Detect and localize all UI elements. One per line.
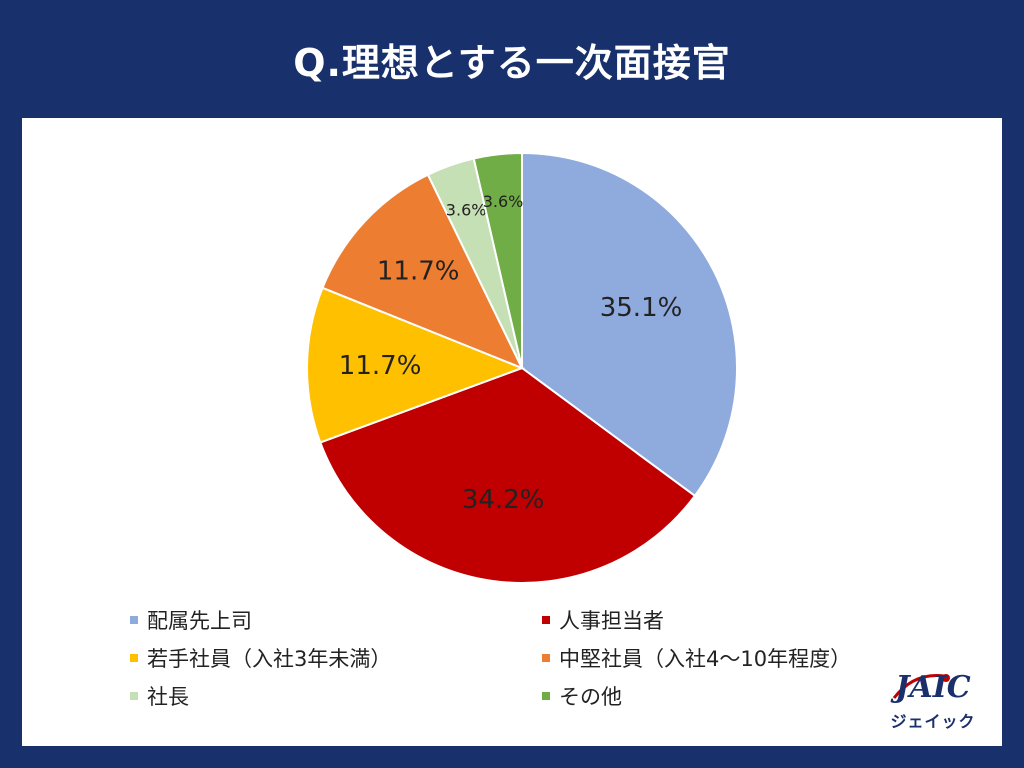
- legend-label: その他: [559, 685, 622, 709]
- slice-data-label: 35.1%: [600, 293, 683, 323]
- chart-panel: 35.1% 34.2% 11.7% 11.7% 3.6% 3.6% 配属先上司 人事担当者…: [22, 118, 1002, 746]
- slice-data-label: 34.2%: [462, 485, 545, 515]
- legend-item: 若手社員（入社3年未満）: [130, 644, 542, 672]
- legend-label: 社長: [147, 685, 189, 709]
- legend-swatch: [130, 654, 138, 662]
- legend-label: 配属先上司: [147, 609, 252, 633]
- legend-item: 配属先上司: [130, 606, 542, 634]
- pie-slice: [319, 366, 697, 584]
- pie-slice: [521, 151, 738, 498]
- pie-chart: 35.1% 34.2% 11.7% 11.7% 3.6%3.6%: [306, 151, 738, 584]
- jaic-logo: JAIC ジェイック: [884, 668, 982, 732]
- slice-data-label: 3.6%: [483, 192, 524, 211]
- pie-slice: [321, 173, 525, 370]
- legend-item: 社長: [130, 682, 542, 710]
- pie-slice: [306, 286, 525, 444]
- legend-swatch: [130, 616, 138, 624]
- legend-label: 中堅社員（入社4～10年程度）: [559, 647, 852, 671]
- legend-swatch: [542, 616, 550, 624]
- legend-item: 人事担当者: [542, 606, 910, 634]
- chart-legend: 配属先上司 人事担当者 若手社員（入社3年未満） 中堅社員（入社4～10年程度）…: [130, 606, 910, 710]
- logo-text: JAIC: [895, 670, 971, 705]
- slice-data-label: 11.7%: [339, 351, 422, 381]
- page-title: Q.理想とする一次面接官: [293, 40, 731, 85]
- legend-swatch: [130, 692, 138, 700]
- legend-label: 人事担当者: [559, 609, 664, 633]
- legend-item: 中堅社員（入社4～10年程度）: [542, 644, 910, 672]
- legend-swatch: [542, 654, 550, 662]
- legend-swatch: [542, 692, 550, 700]
- logo-kana: ジェイック: [890, 712, 976, 731]
- pie-slice: [472, 151, 523, 369]
- legend-item: その他: [542, 682, 910, 710]
- logo-swoosh-icon: [892, 673, 950, 699]
- legend-label: 若手社員（入社3年未満）: [147, 647, 392, 671]
- slice-data-label: 11.7%: [377, 256, 460, 286]
- slice-data-label: 3.6%: [446, 200, 487, 219]
